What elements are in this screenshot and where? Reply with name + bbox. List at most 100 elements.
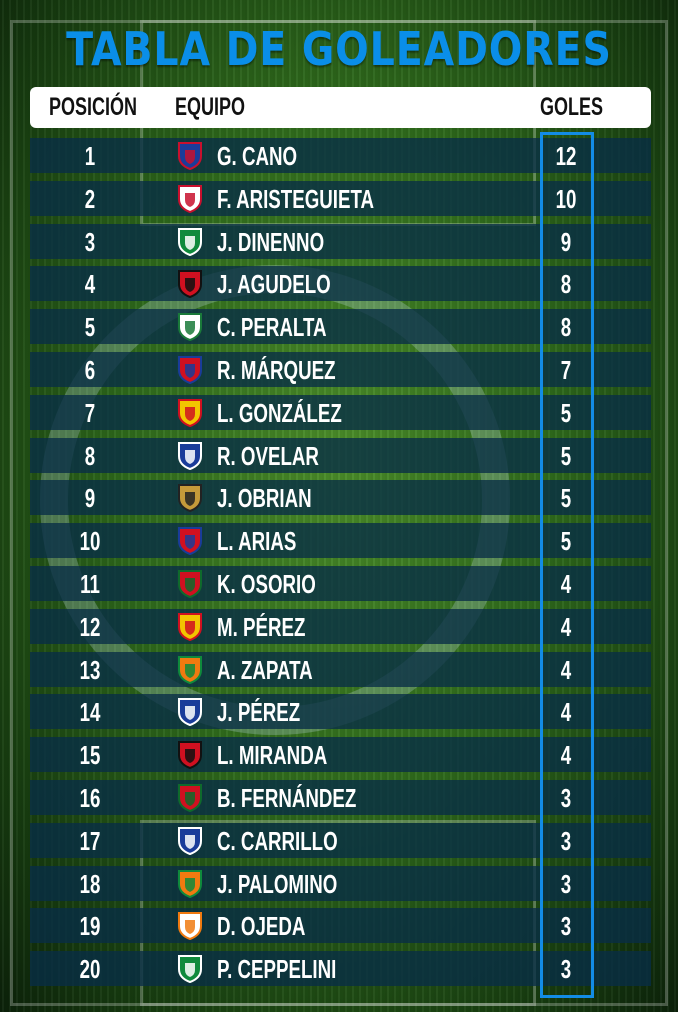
millonarios-crest-icon: [178, 441, 202, 470]
table-row: 8 R. OVELAR 5: [30, 437, 651, 473]
table-row: 4 J. AGUDELO 8: [30, 266, 651, 302]
position: 8: [84, 440, 96, 471]
position: 6: [84, 355, 96, 385]
table-row: 5 C. PERALTA 8: [30, 309, 651, 345]
player-name: F. ARISTEGUIETA: [217, 183, 375, 214]
table-row: 14 J. PÉREZ 4: [30, 694, 651, 730]
position: 11: [80, 569, 100, 599]
table-row: 13 A. ZAPATA 4: [30, 651, 651, 687]
table-row: 19 D. OJEDA 3: [30, 908, 651, 944]
millonarios-crest-icon: [178, 698, 202, 727]
player-name: K. OSORIO: [217, 569, 316, 599]
goals: 9: [560, 226, 572, 257]
goals: 4: [560, 740, 572, 771]
deportivo-cali-crest-icon: [178, 227, 202, 256]
goals: 4: [560, 569, 572, 599]
player-name: L. ARIAS: [217, 526, 297, 557]
pereira-crest-icon: [178, 398, 202, 427]
player-name: D. OJEDA: [217, 911, 306, 942]
position: 5: [84, 312, 96, 343]
table-row: 20 P. CEPPELINI 3: [30, 951, 651, 987]
goals: 5: [560, 440, 572, 471]
goals: 5: [560, 526, 572, 557]
goals: 3: [560, 825, 572, 856]
table-row: 6 R. MÁRQUEZ 7: [30, 352, 651, 387]
table-row: 15 L. MIRANDA 4: [30, 737, 651, 773]
nacional-crest-icon: [178, 955, 202, 984]
page-title: TABLA DE GOLEADORES: [66, 22, 612, 76]
position: 15: [79, 740, 101, 771]
header-goals: GOLES: [540, 93, 604, 121]
player-name: M. PÉREZ: [217, 611, 306, 642]
envigado-crest-icon: [178, 869, 202, 898]
position: 7: [84, 397, 96, 428]
player-name: R. OVELAR: [217, 440, 319, 471]
position: 19: [79, 911, 101, 942]
player-name: L. MIRANDA: [217, 740, 328, 771]
position: 20: [79, 954, 101, 985]
player-name: G. CANO: [217, 141, 298, 171]
table-row: 1 G. CANO 12: [30, 138, 651, 173]
goals: 3: [560, 954, 572, 985]
position: 18: [79, 868, 101, 899]
position: 9: [84, 483, 96, 514]
position: 14: [79, 697, 101, 728]
header-team: EQUIPO: [175, 93, 246, 121]
goals: 3: [560, 783, 572, 813]
patriotas-crest-icon: [178, 570, 202, 598]
table-row: 7 L. GONZÁLEZ 5: [30, 394, 651, 430]
position: 12: [79, 611, 101, 642]
equidad-crest-icon: [178, 313, 202, 342]
america-crest-icon: [178, 184, 202, 213]
goals: 7: [560, 355, 572, 385]
player-name: J. AGUDELO: [217, 269, 331, 300]
player-name: J. DINENNO: [217, 226, 325, 257]
goals: 8: [560, 269, 572, 300]
goals-column-highlight: [540, 132, 594, 998]
pereira-crest-icon: [178, 612, 202, 641]
goals: 4: [560, 654, 572, 685]
goals: 12: [555, 141, 577, 171]
player-name: L. GONZÁLEZ: [217, 397, 342, 428]
medellin-crest-icon: [178, 142, 202, 170]
millonarios-crest-icon: [178, 826, 202, 855]
position: 16: [79, 783, 101, 813]
position: 1: [84, 141, 96, 171]
header-position: POSICIÓN: [49, 93, 138, 121]
goals: 5: [560, 483, 572, 514]
player-name: C. CARRILLO: [217, 825, 338, 856]
position: 3: [84, 226, 96, 257]
goals: 4: [560, 697, 572, 728]
player-name: J. PALOMINO: [217, 868, 338, 899]
union-magdalena-crest-icon: [178, 527, 202, 556]
position: 4: [84, 269, 96, 300]
envigado-crest-icon: [178, 655, 202, 684]
goals: 4: [560, 611, 572, 642]
table-row: 11 K. OSORIO 4: [30, 566, 651, 601]
goals: 3: [560, 868, 572, 899]
table-row: 9 J. OBRIAN 5: [30, 480, 651, 516]
table-row: 17 C. CARRILLO 3: [30, 822, 651, 858]
patriotas-crest-icon: [178, 784, 202, 812]
player-name: C. PERALTA: [217, 312, 327, 343]
cucuta-crest-icon: [178, 270, 202, 299]
table-row: 10 L. ARIAS 5: [30, 523, 651, 559]
goals: 5: [560, 397, 572, 428]
table-row: 2 F. ARISTEGUIETA 10: [30, 180, 651, 216]
table-header: POSICIÓN EQUIPO GOLES: [30, 87, 651, 128]
player-name: J. OBRIAN: [217, 483, 312, 514]
position: 17: [79, 825, 101, 856]
cucuta-crest-icon: [178, 741, 202, 770]
player-name: P. CEPPELINI: [217, 954, 337, 985]
position: 2: [84, 183, 96, 214]
table-row: 12 M. PÉREZ 4: [30, 608, 651, 644]
rionegro-crest-icon: [178, 484, 202, 513]
envigado-crest-icon: [178, 912, 202, 941]
table-row: 3 J. DINENNO 9: [30, 223, 651, 259]
table-row: 18 J. PALOMINO 3: [30, 865, 651, 901]
goals: 3: [560, 911, 572, 942]
pitch-lines: [10, 20, 668, 1006]
player-name: R. MÁRQUEZ: [217, 355, 336, 385]
union-magdalena-crest-icon: [178, 356, 202, 384]
position: 10: [79, 526, 101, 557]
